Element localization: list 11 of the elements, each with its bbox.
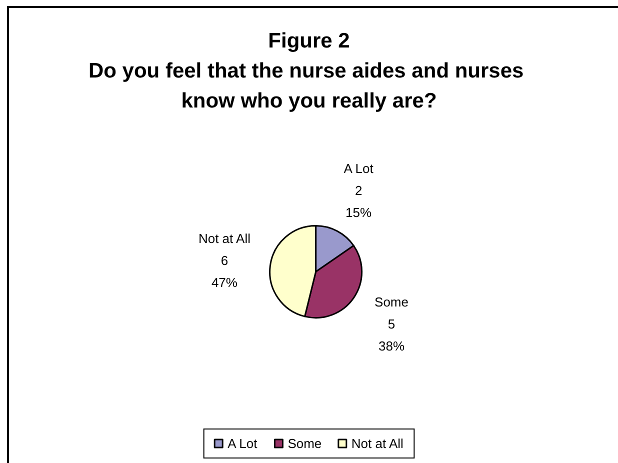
legend-label: Some [288,436,322,451]
data-label: 5 38% [378,316,405,354]
slice-label: A Lot [344,160,374,176]
chart-subtitle: Do you feel that the nurse aides and nurses know who you really are? [88,60,530,112]
data-label: 6 47% [211,253,238,290]
legend-label: A Lot [228,436,258,451]
data-label: 2 15% [346,182,372,220]
chart-title: Figure 2 [268,30,350,52]
legend-label: Not at All [351,436,404,451]
slice-label: Some [374,294,408,310]
slice-label: Not at All [198,231,251,246]
